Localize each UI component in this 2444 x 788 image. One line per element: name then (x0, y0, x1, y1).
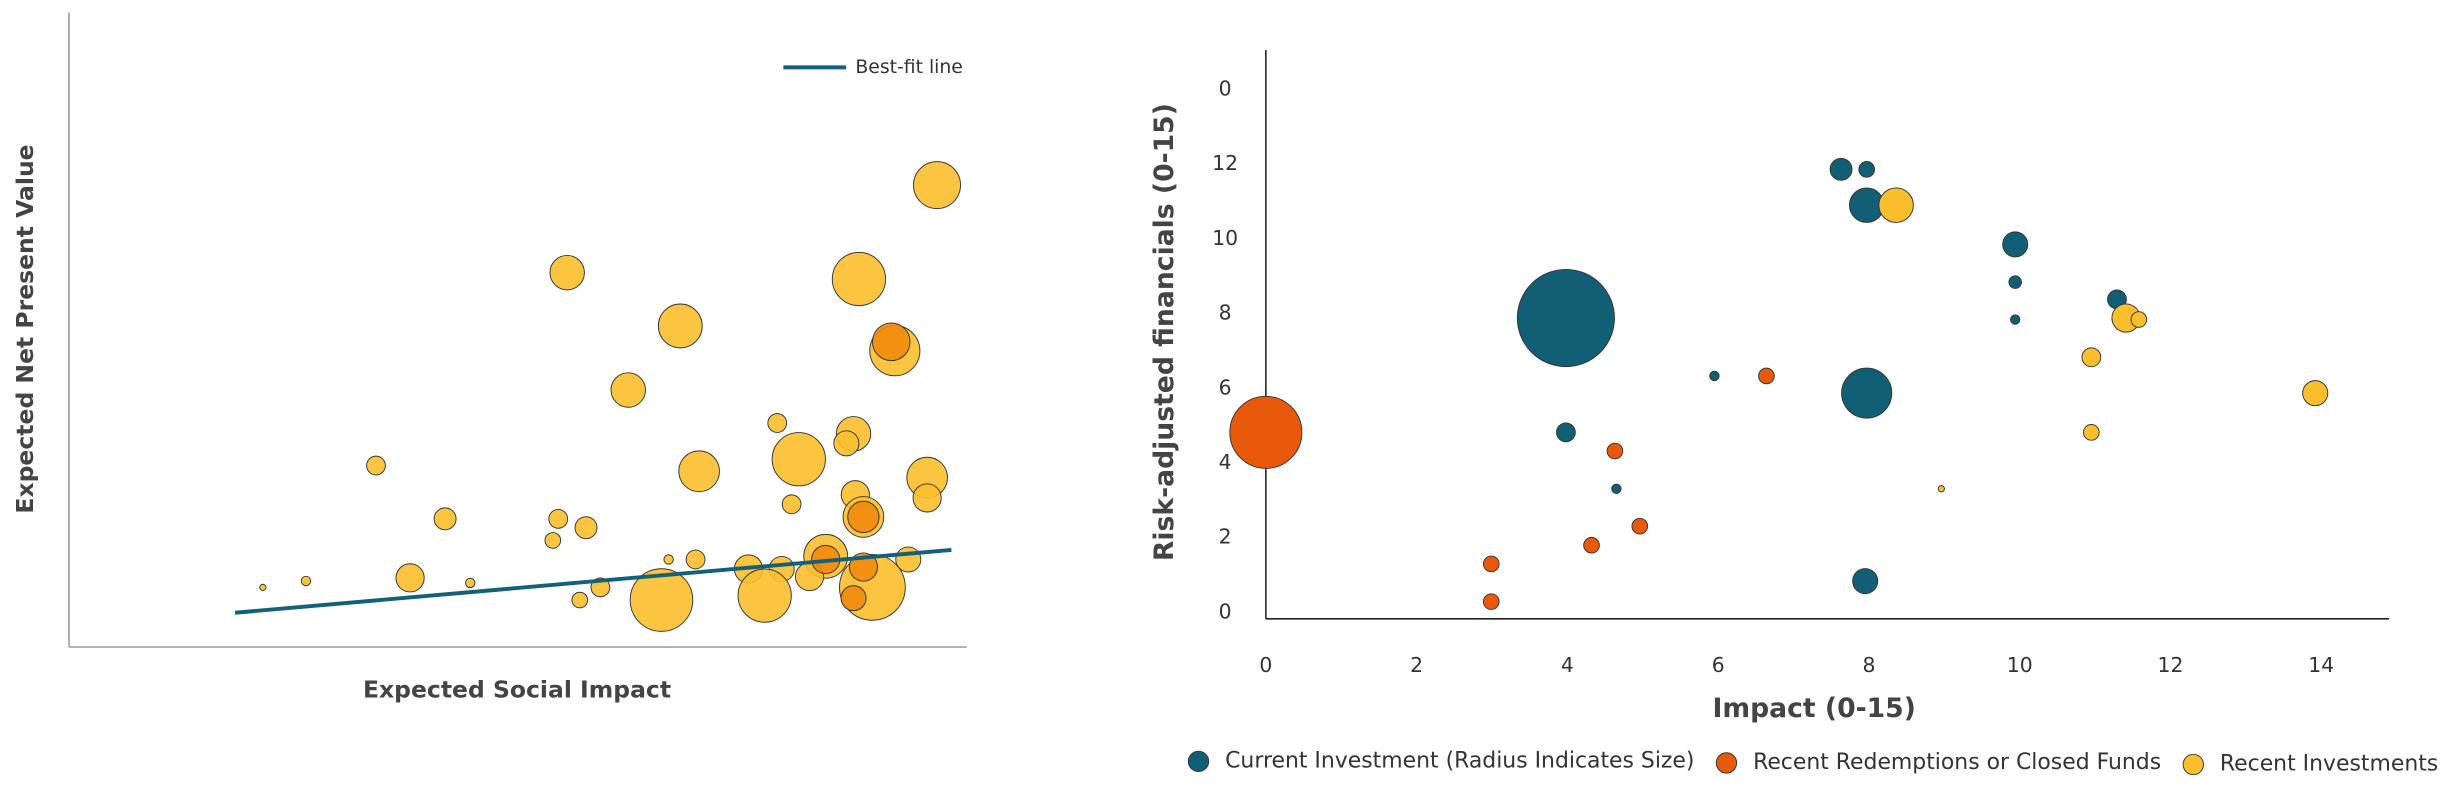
best-fit-line (234, 547, 952, 615)
bubble (1852, 568, 1879, 595)
bubble (2008, 275, 2022, 289)
bubble (1631, 517, 1649, 535)
bubble (629, 568, 694, 632)
bubble (2002, 231, 2029, 258)
y-tick-label: 8 (1219, 301, 1232, 325)
bubble (548, 508, 569, 529)
bubble (571, 591, 589, 609)
legend-label: Best-fit line (855, 57, 962, 78)
bubble (1482, 593, 1500, 610)
bubble (2081, 347, 2102, 368)
bubble (771, 432, 826, 487)
bubble (1937, 485, 1945, 493)
bubble (1858, 161, 1875, 178)
bubble (544, 532, 562, 549)
bubble (767, 413, 788, 433)
bubble (871, 322, 911, 362)
bubble (847, 500, 880, 534)
legend-label: Recent Redemptions or Closed Funds (1753, 750, 2161, 775)
y-tick-label: 0 (1219, 76, 1232, 100)
y-tick-label: 10 (1212, 226, 1238, 250)
y-tick-label: 0 (1219, 599, 1232, 623)
bubble (912, 483, 942, 513)
legend-swatch (2182, 753, 2204, 776)
bubble (840, 585, 867, 612)
y-axis-title: Risk-adjusted financials (0-15) (1149, 103, 1180, 561)
bubble (2083, 424, 2100, 441)
x-axis-title: Expected Social Impact (363, 675, 671, 703)
bubble (465, 577, 476, 589)
x-tick-label: 8 (1862, 653, 1875, 677)
y-tick-label: 6 (1219, 375, 1232, 399)
bubble (1611, 483, 1622, 494)
bubble (913, 161, 961, 210)
bubble (663, 554, 674, 565)
bubble (833, 430, 860, 457)
x-axis-title: Impact (0-15) (1712, 693, 1915, 724)
bubble (300, 575, 312, 587)
x-tick-label: 4 (1561, 653, 1574, 677)
y-tick-label: 12 (1212, 151, 1238, 175)
y-tick-label: 2 (1219, 525, 1232, 549)
legend-swatch (1187, 750, 1210, 773)
bubble (2302, 380, 2329, 407)
x-tick-label: 14 (2308, 653, 2334, 677)
bubble (1482, 555, 1500, 573)
bubble (1606, 442, 1624, 460)
x-tick-label: 0 (1259, 653, 1272, 677)
bubble (1229, 395, 1303, 469)
bubble (1841, 367, 1893, 419)
bubble (395, 563, 425, 593)
bubble (685, 549, 706, 570)
bubble (657, 303, 703, 349)
bubble (1709, 370, 1720, 382)
legend-label: Current Investment (Radius Indicates Siz… (1225, 748, 1694, 773)
x-tick-label: 10 (2007, 653, 2033, 677)
legend-swatch (1715, 752, 1738, 774)
bubble (1829, 157, 1853, 181)
bubble (610, 372, 646, 408)
bubble (2130, 311, 2148, 328)
bubble (1878, 187, 1914, 223)
x-tick-label: 2 (1410, 653, 1423, 677)
bubble (366, 455, 386, 476)
bubble (678, 450, 720, 493)
bubble (549, 254, 585, 291)
bubble (1516, 268, 1615, 368)
bubble (259, 583, 267, 591)
bubble (574, 516, 598, 540)
bubble (1556, 422, 1576, 443)
bubble (781, 494, 802, 515)
y-tick-label: 4 (1219, 450, 1232, 474)
bubble (737, 568, 792, 623)
x-tick-label: 12 (2158, 653, 2184, 677)
legend-label: Recent Investments (2220, 752, 2438, 777)
bubble (831, 251, 887, 307)
bubble (2010, 314, 2021, 325)
y-axis-title: Expected Net Present Value (11, 144, 39, 513)
bubble (1758, 367, 1775, 385)
bubble (433, 507, 457, 531)
x-tick-label: 6 (1712, 653, 1725, 677)
bubble (1583, 536, 1600, 554)
